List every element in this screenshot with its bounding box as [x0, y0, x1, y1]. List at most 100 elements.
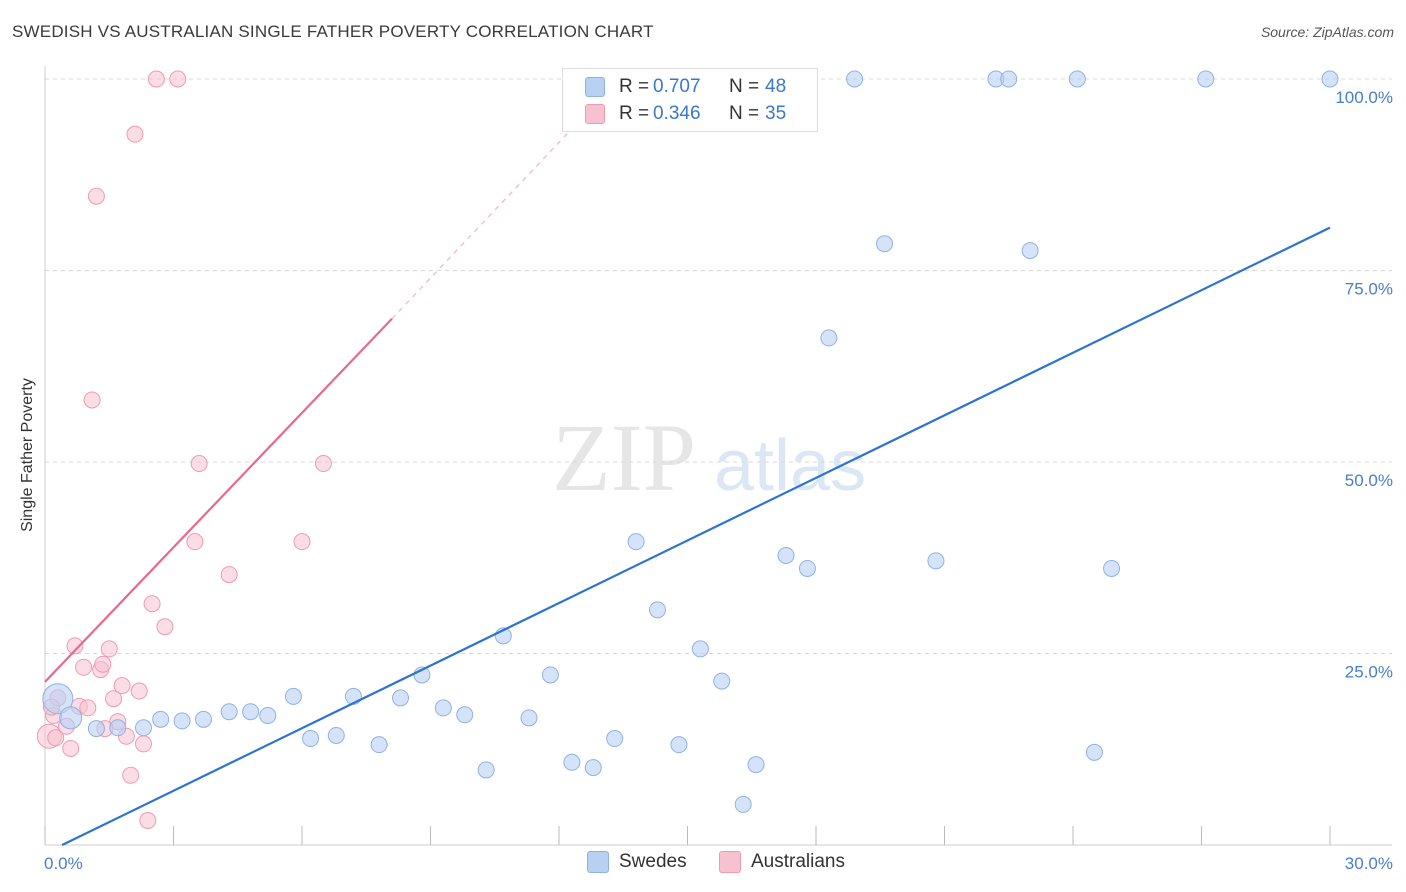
swedes-point [1000, 70, 1018, 88]
swedes-point [1197, 70, 1215, 88]
swedes-point [846, 70, 864, 88]
australians-point [47, 729, 65, 747]
y-tick-label: 25.0% [1345, 663, 1393, 682]
swedes-points [42, 70, 1339, 813]
swedes-point [284, 687, 302, 705]
swedes-point [734, 795, 752, 813]
australians-point [190, 455, 208, 473]
australians-legend-label: Australians [751, 851, 845, 872]
swedes-point [370, 736, 388, 754]
regression-lines [44, 128, 1331, 846]
australians-point [139, 811, 157, 829]
australians-point [62, 739, 80, 757]
tick-labels: 25.0% 50.0% 75.0% 100.0% 0.0% 30.0% [44, 88, 1393, 873]
swedes-point [520, 709, 538, 727]
swedes-point [302, 730, 320, 748]
australians-r-value: 0.346 [653, 103, 701, 124]
swedes-point [584, 759, 602, 777]
swedes-r-value: 0.707 [653, 76, 701, 97]
chart-title: SWEDISH VS AUSTRALIAN SINGLE FATHER POVE… [12, 22, 654, 41]
swedes-point [670, 736, 688, 754]
australians-regression-line [44, 317, 393, 683]
australians-point [113, 677, 131, 695]
australians-point [143, 595, 161, 613]
swedes-legend-label: Swedes [619, 851, 687, 872]
swedes-point [876, 235, 894, 253]
watermark: ZIP atlas [552, 404, 866, 511]
australians-point [94, 655, 112, 673]
swedes-point [1085, 743, 1103, 761]
swedes-point [1068, 70, 1086, 88]
swedes-regression-line [61, 226, 1331, 846]
x-tick-label-max: 30.0% [1345, 854, 1393, 873]
swedes-point [87, 720, 105, 738]
legend-row-swedes: R = 0.707 N = 48 [585, 74, 786, 100]
swedes-point [135, 719, 153, 737]
swedes-point [777, 546, 795, 564]
australians-point [156, 618, 174, 636]
australians-point [79, 699, 97, 717]
swedes-point [1321, 70, 1339, 88]
r-label: R = [619, 76, 650, 97]
swedes-point [606, 730, 624, 748]
swedes-point [220, 703, 238, 721]
swedes-point [798, 559, 816, 577]
r-label: R = [619, 103, 650, 124]
australians-point [75, 658, 93, 676]
swedes-point [59, 706, 83, 730]
x-tick-label-min: 0.0% [44, 854, 83, 873]
axes [44, 66, 1392, 846]
swedes-point [42, 683, 74, 715]
legend-row-australians: R = 0.346 N = 35 [585, 101, 786, 127]
australians-point [147, 70, 165, 88]
swedes-n-value: 48 [765, 76, 787, 97]
swedes-point [392, 689, 410, 707]
swedes-point [927, 552, 945, 570]
swedes-point [563, 753, 581, 771]
australians-point [135, 735, 153, 753]
australians-points [36, 70, 332, 829]
y-tick-label: 100.0% [1335, 88, 1393, 107]
legend-item-swedes: Swedes [587, 851, 687, 873]
australians-n-value: 35 [765, 103, 787, 124]
australians-swatch [585, 104, 605, 124]
swedes-point [152, 710, 170, 728]
swedes-point [691, 640, 709, 658]
swedes-point [456, 706, 474, 724]
australians-regression-extension [391, 128, 573, 320]
swedes-point [477, 761, 495, 779]
swedes-point [259, 707, 277, 725]
stats-legend: R = 0.707 N = 48 R = 0.346 N = 35 [562, 68, 818, 132]
watermark-zip: ZIP [552, 404, 696, 511]
source-note: Source: ZipAtlas.com [1260, 24, 1394, 40]
australians-point [130, 682, 148, 700]
australians-point [169, 70, 187, 88]
swedes-point [747, 756, 765, 774]
australians-point [314, 455, 332, 473]
legend-item-australians: Australians [719, 851, 845, 873]
n-label: N = [729, 76, 760, 97]
watermark-atlas: atlas [714, 426, 866, 506]
n-label: N = [729, 103, 760, 124]
australians-legend-swatch [719, 851, 741, 873]
australians-point [87, 187, 105, 205]
australians-point [126, 125, 144, 143]
swedes-point [434, 699, 452, 717]
swedes-point [1021, 242, 1039, 260]
swedes-point [173, 712, 191, 730]
swedes-point [242, 703, 260, 721]
swedes-point [627, 533, 645, 551]
australians-point [105, 690, 123, 708]
australians-point [66, 637, 84, 655]
grid [45, 78, 1392, 654]
swedes-swatch [585, 77, 605, 97]
y-tick-label: 75.0% [1345, 280, 1393, 299]
swedes-legend-swatch [587, 851, 609, 873]
swedes-point [1103, 559, 1121, 577]
series-legend: Swedes Australians [0, 851, 1406, 879]
swedes-point [109, 719, 127, 737]
australians-point [100, 640, 118, 658]
swedes-point [820, 329, 838, 347]
swedes-point [327, 726, 345, 744]
